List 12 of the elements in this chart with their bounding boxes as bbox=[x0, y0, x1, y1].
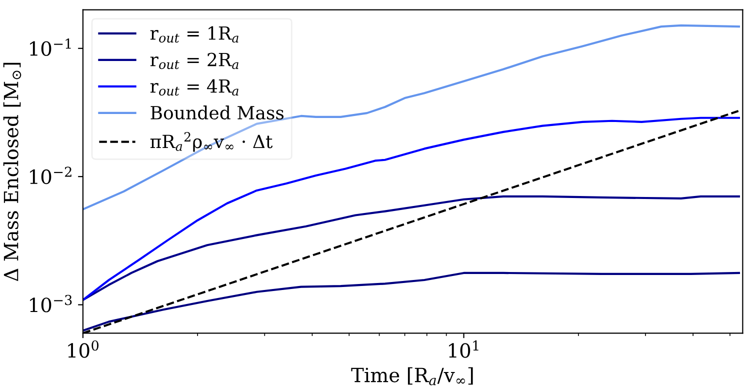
legend-label: r$_{out}$ = 2R$_{a}$ bbox=[150, 52, 238, 70]
y-tick-label: 10$^{−1}$ bbox=[30, 38, 71, 56]
y-tick-label: 10$^{−3}$ bbox=[30, 294, 72, 312]
y-axis-title: Δ Mass Enclosed [M$_{⊙}$] bbox=[3, 62, 22, 282]
x-tick-label: 10$^{1}$ bbox=[449, 340, 478, 358]
legend-label: Bounded Mass bbox=[150, 106, 284, 120]
legend-label: r$_{out}$ = 1R$_{a}$ bbox=[150, 26, 238, 43]
x-axis-title: Time [R$_{a}$/v$_{∞}$] bbox=[351, 367, 473, 386]
legend-label: πR$_{a}$$^{2}$ρ$_{∞}$v$_{∞}$ · Δt bbox=[150, 132, 273, 152]
legend-label: r$_{out}$ = 4R$_{a}$ bbox=[150, 79, 238, 96]
y-tick-label: 10$^{−2}$ bbox=[30, 166, 72, 184]
x-tick-label: 10$^{0}$ bbox=[68, 340, 99, 358]
